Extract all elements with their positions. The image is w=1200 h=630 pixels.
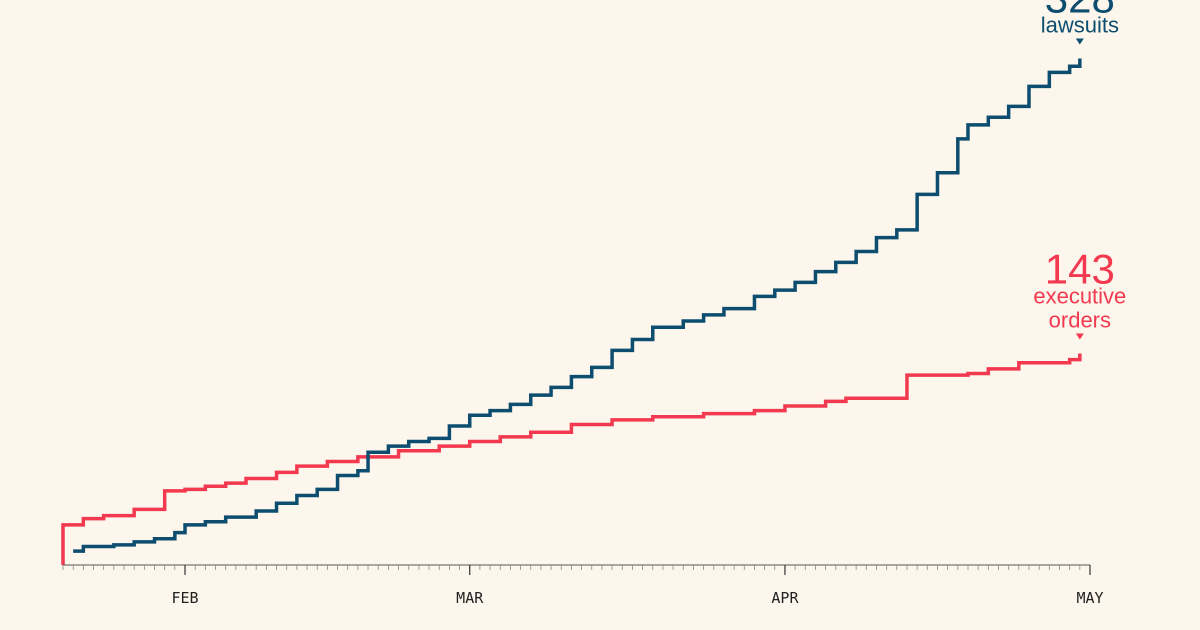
annotation-value: 328 <box>1045 0 1115 22</box>
annotation-arrow <box>1075 333 1084 340</box>
annotation-label: lawsuits <box>1041 13 1119 38</box>
annotation-arrow <box>1075 38 1084 45</box>
x-tick-label: APR <box>771 589 799 607</box>
x-tick-label: MAR <box>456 589 484 607</box>
series-line-executive-orders <box>61 353 1082 565</box>
series-line-lawsuits <box>73 58 1082 553</box>
x-tick-label: FEB <box>171 589 198 607</box>
annotation-value: 143 <box>1045 245 1115 292</box>
annotation-label: executive <box>1033 283 1126 308</box>
series-layer <box>61 58 1082 565</box>
annotation-label: orders <box>1049 307 1111 332</box>
x-tick-label: MAY <box>1076 589 1103 607</box>
x-axis: FEB MAR APR MAY <box>62 564 1104 607</box>
